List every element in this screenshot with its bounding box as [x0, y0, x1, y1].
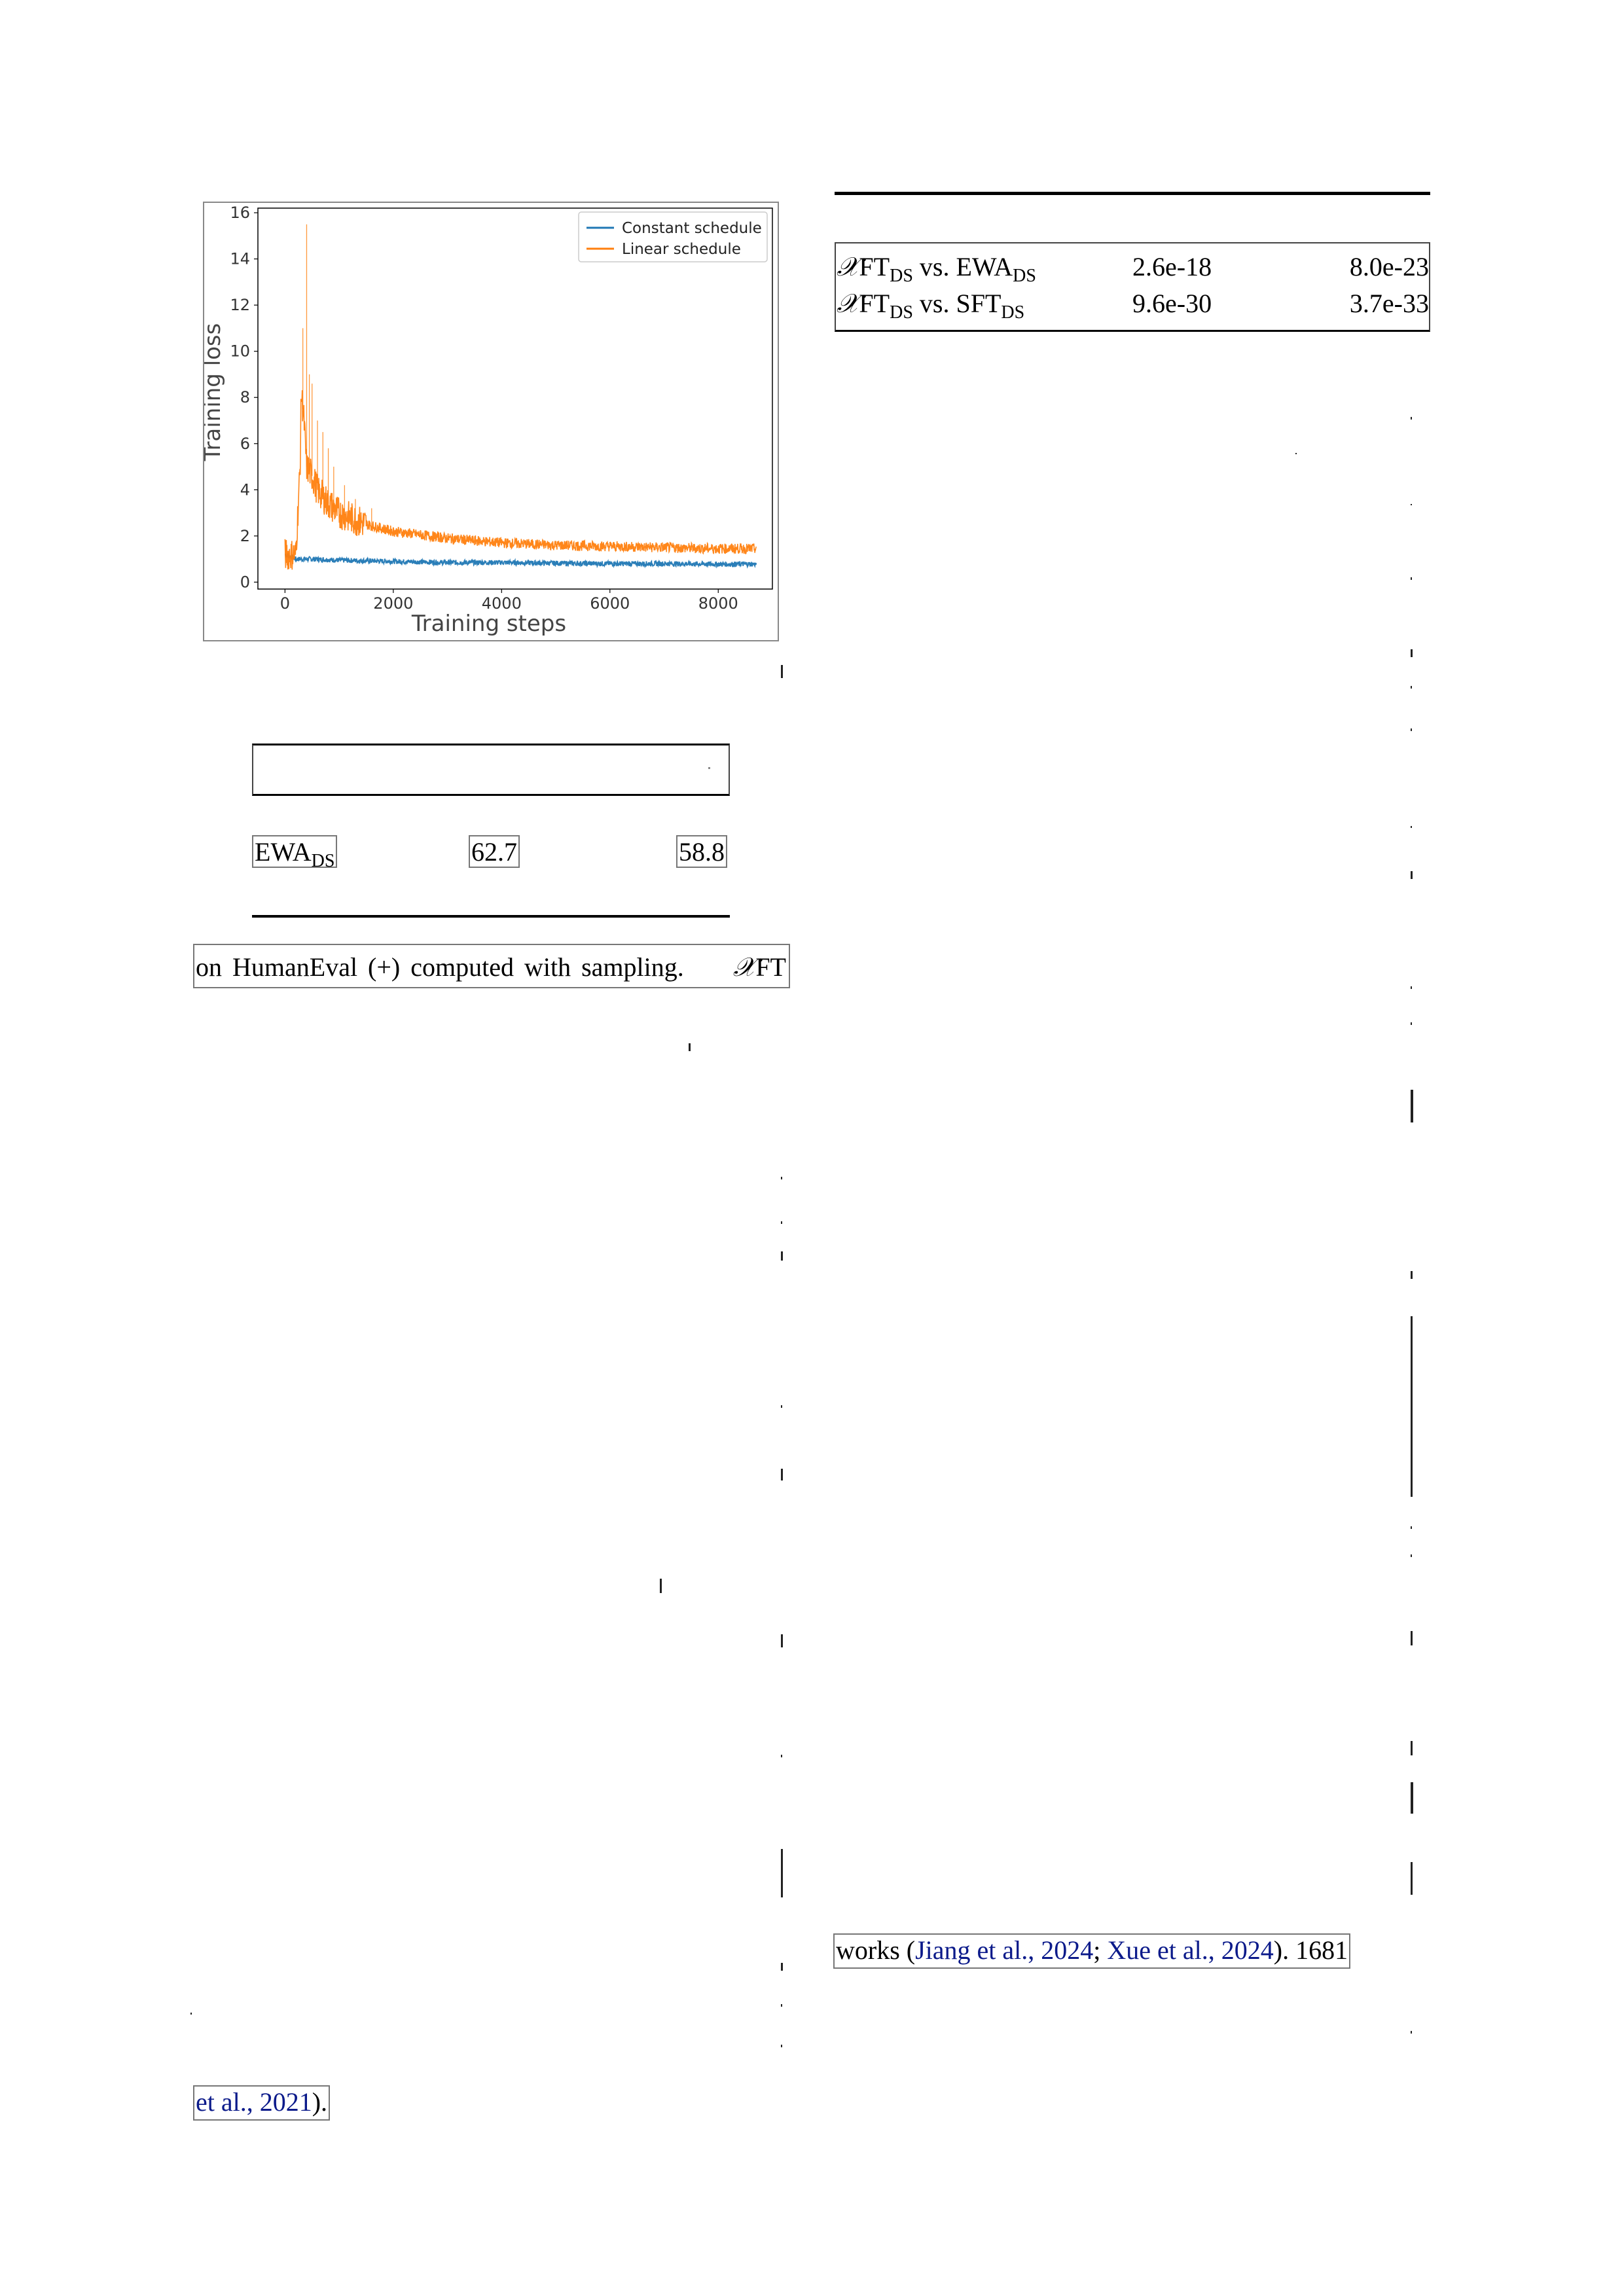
left-table-row-col1: 62.7	[469, 835, 520, 868]
y-tick-label: 2	[240, 527, 250, 545]
margin-mark	[1411, 986, 1412, 989]
x-tick-label: 6000	[590, 594, 630, 613]
caption-text: on HumanEval (+) computed with sampling.	[196, 952, 684, 982]
margin-mark	[1411, 649, 1413, 657]
margin-mark	[781, 1755, 782, 1757]
margin-mark	[1411, 1022, 1412, 1025]
right-table-top-rule	[835, 192, 1430, 195]
y-tick-label: 14	[230, 250, 250, 268]
y-tick-label: 4	[240, 480, 250, 499]
y-axis-label: Training loss	[204, 323, 226, 462]
p-value-2: 3.7e-33	[1349, 289, 1429, 318]
plot-frame	[257, 207, 773, 590]
margin-mark	[1411, 1554, 1412, 1557]
right-table-box	[835, 242, 1430, 332]
margin-mark	[1411, 871, 1413, 879]
p-value-1: 9.6e-30	[1132, 289, 1212, 318]
chart-legend: Constant schedule Linear schedule	[578, 211, 768, 262]
x-tick-label: 8000	[698, 594, 738, 613]
margin-mark	[1411, 1526, 1412, 1529]
margin-mark	[1411, 826, 1412, 828]
dot-mark	[708, 767, 710, 769]
margin-mark	[1411, 2031, 1412, 2034]
right-table-row-2: 𝒳FTDS vs. SFTDS 9.6e-30 3.7e-33	[837, 289, 1429, 323]
margin-mark	[1411, 1782, 1413, 1814]
caption-trailing-text: FT	[755, 952, 786, 982]
citation-link: Jiang et al., 2024	[915, 1935, 1094, 1965]
y-tick-label: 6	[240, 435, 250, 453]
margin-mark	[1411, 1090, 1413, 1122]
legend-entry: Constant schedule	[622, 220, 762, 237]
margin-mark	[781, 1177, 782, 1179]
series-line-linear-schedule	[284, 390, 757, 570]
margin-mark	[660, 1579, 662, 1593]
margin-mark	[781, 1963, 783, 1971]
margin-mark	[1411, 1316, 1413, 1497]
margin-mark	[190, 2013, 192, 2015]
margin-mark	[781, 1849, 783, 1897]
left-text-fragment: et al., 2021).	[193, 2085, 331, 2121]
y-tick-label: 12	[230, 296, 250, 314]
training-loss-figure: 0 2000 4000 6000 8000 0 2 4 6 8 10 12 14 16 Training s…	[200, 202, 779, 641]
x-tick-label: 0	[280, 594, 290, 613]
training-loss-chart: 0 2000 4000 6000 8000 0 2 4 6 8 10 12 14 16 Training s…	[200, 204, 773, 637]
margin-mark	[1411, 1271, 1413, 1279]
margin-mark	[1411, 1862, 1413, 1895]
margin-mark	[689, 1043, 691, 1051]
margin-mark	[1411, 728, 1412, 731]
x-tick-label: 2000	[373, 594, 413, 613]
margin-mark	[1295, 453, 1297, 454]
x-axis-label: Training steps	[411, 611, 566, 637]
left-table-row-method: EWADS	[252, 835, 338, 871]
method-name: EWA	[255, 837, 312, 867]
series-line-constant-schedule	[284, 552, 757, 569]
legend-box	[578, 211, 768, 262]
x-tick-label: 4000	[482, 594, 522, 613]
left-table-header-box	[252, 744, 730, 796]
y-tick-label: 16	[230, 204, 250, 222]
right-text-fragment: works (Jiang et al., 2024; Xue et al., 2…	[833, 1933, 1351, 1969]
margin-mark	[781, 2045, 782, 2047]
margin-mark	[781, 1251, 783, 1261]
p-value-1: 2.6e-18	[1132, 252, 1212, 281]
y-tick-label: 10	[230, 342, 250, 361]
citation-link: Xue et al., 2024	[1107, 1935, 1274, 1965]
margin-mark	[781, 665, 783, 678]
margin-mark	[781, 1221, 782, 1224]
margin-mark	[781, 1405, 782, 1408]
margin-mark	[1411, 417, 1412, 420]
margin-mark	[1411, 1631, 1413, 1645]
margin-mark	[1411, 1741, 1413, 1755]
left-table-row-col2: 58.8	[676, 835, 727, 868]
citation-link: et al., 2021	[196, 2087, 312, 2117]
y-tick-label: 8	[240, 388, 250, 406]
margin-mark	[781, 1469, 783, 1480]
p-value-2: 8.0e-23	[1349, 252, 1429, 281]
y-tick-label: 0	[240, 573, 250, 591]
caption-fragment: on HumanEval (+) computed with sampling.…	[193, 944, 790, 988]
margin-mark	[781, 1634, 783, 1647]
method-subscript: DS	[311, 851, 335, 871]
left-table-bottom-rule	[252, 915, 730, 918]
margin-mark	[1411, 504, 1412, 505]
legend-entry: Linear schedule	[622, 241, 741, 258]
right-table-row-1: 𝒳FTDS vs. EWADS 2.6e-18 8.0e-23	[837, 252, 1429, 286]
margin-mark	[1411, 577, 1412, 580]
margin-mark	[1411, 686, 1412, 689]
calligraphic-x: 𝒳	[732, 952, 756, 982]
margin-mark	[781, 2004, 782, 2007]
